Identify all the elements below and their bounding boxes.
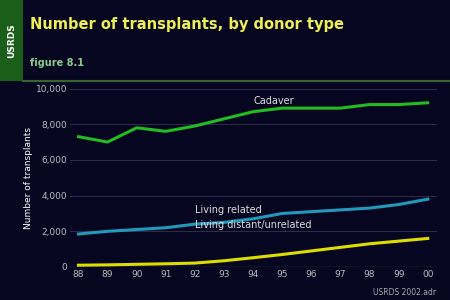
- Text: figure 8.1: figure 8.1: [30, 58, 84, 68]
- Y-axis label: Number of transplants: Number of transplants: [24, 127, 33, 229]
- Text: USRDS 2002.adr: USRDS 2002.adr: [374, 288, 436, 297]
- Text: Cadaver: Cadaver: [253, 96, 294, 106]
- Text: USRDS: USRDS: [7, 23, 16, 58]
- Text: Number of transplants, by donor type: Number of transplants, by donor type: [30, 17, 344, 32]
- Text: Living distant/unrelated: Living distant/unrelated: [195, 220, 311, 230]
- Text: Living related: Living related: [195, 205, 261, 215]
